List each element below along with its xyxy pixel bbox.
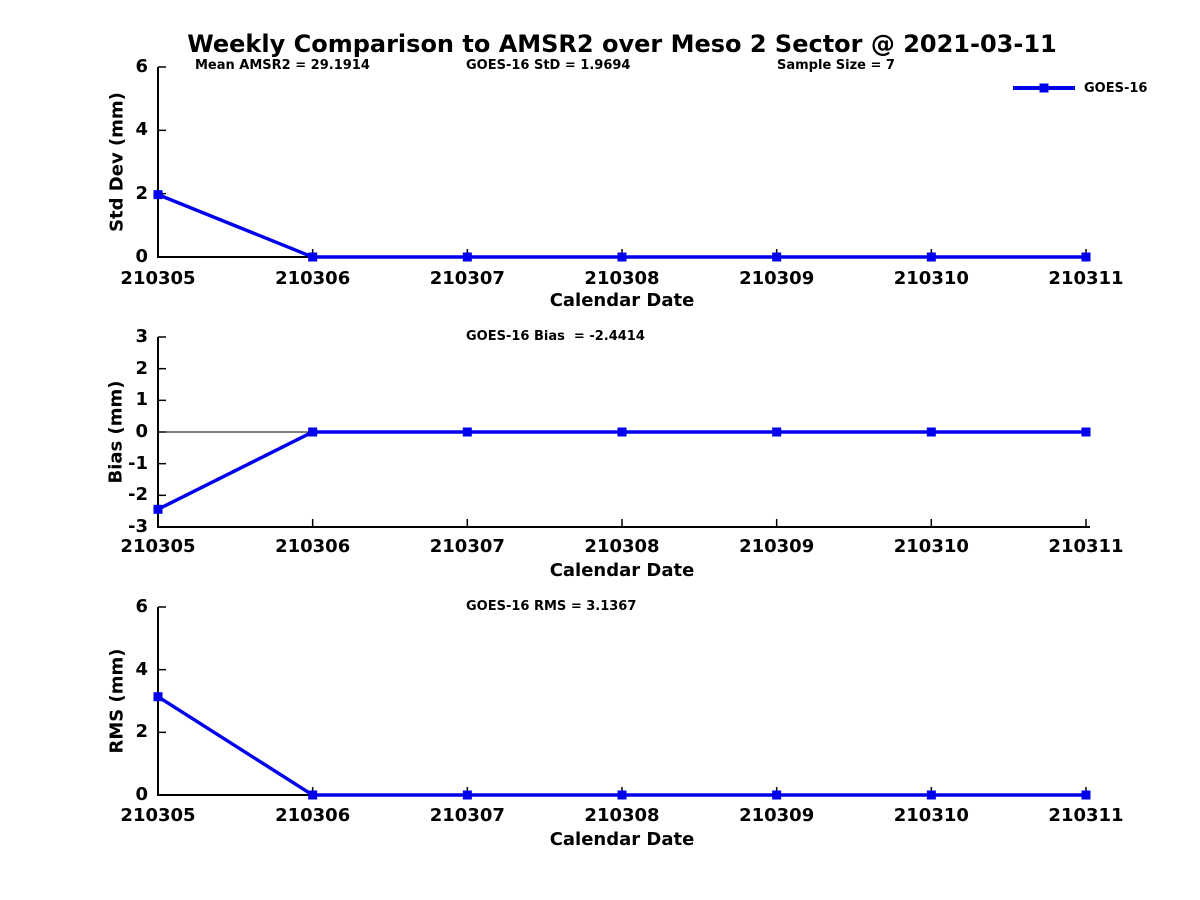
xlabel-calendar-date-panel2: Calendar Date [549,560,695,581]
x-tick-label: 210306 [275,268,351,289]
y-tick-label: 6 [135,596,148,617]
x-tick-label: 210309 [739,536,815,557]
data-point-marker [926,790,936,800]
data-point-marker [1081,252,1091,262]
xlabel-calendar-date-panel3: Calendar Date [549,829,695,850]
x-tick-label: 210307 [429,805,505,826]
y-tick-label: 0 [135,421,148,442]
stat-sample-size: Sample Size = 7 [777,58,895,73]
x-tick-label: 210311 [1048,268,1124,289]
data-point-marker [617,252,627,262]
data-point-marker [308,427,318,437]
data-point-marker [772,252,782,262]
series-line-std-dev [157,193,1086,259]
data-point-marker [308,252,318,262]
stat-goes16-std: GOES-16 StD = 1.9694 [466,58,631,73]
y-tick-label: 3 [135,326,148,347]
legend: GOES-16 [1013,79,1147,97]
x-tick-label: 210308 [584,536,660,557]
x-tick-label: 210305 [120,805,196,826]
series-line-bias [157,430,1086,511]
axis-border [157,607,1090,796]
data-point-marker [617,427,627,437]
stat-goes16-rms: GOES-16 RMS = 3.1367 [466,599,637,614]
ylabel-std-dev: Std Dev (mm) [106,92,128,232]
y-tick-label: 6 [135,56,148,77]
data-point-marker [1081,790,1091,800]
data-point-marker [462,427,472,437]
chart-title: Weekly Comparison to AMSR2 over Meso 2 S… [187,30,1057,58]
legend-label-goes16: GOES-16 [1084,80,1148,96]
y-tick-label: -1 [128,452,148,474]
x-tick-label: 210311 [1048,805,1124,826]
x-tick-label: 210310 [893,536,969,557]
data-point-marker [308,790,318,800]
data-point-marker [772,427,782,437]
x-tick-label: 210309 [739,268,815,289]
data-point-marker [926,427,936,437]
y-tick-label: 2 [135,182,148,204]
data-point-marker [462,252,472,262]
y-tick-label: 1 [135,389,148,411]
y-tick-label: 0 [135,784,148,805]
x-tick-label: 210308 [584,268,660,289]
legend-square-marker-icon [1039,83,1049,93]
x-tick-label: 210310 [893,268,969,289]
data-point-marker [153,190,163,200]
data-point-marker [926,252,936,262]
x-tick-label: 210306 [275,536,351,557]
x-tick-label: 210311 [1048,536,1124,557]
y-tick-label: 2 [135,357,148,379]
x-tick-label: 210307 [429,268,505,289]
y-tick-label: -3 [128,516,148,537]
legend-line-sample [1013,83,1075,93]
data-point-marker [153,504,163,514]
data-point-marker [153,692,163,702]
x-tick-label: 210308 [584,805,660,826]
x-tick-label: 210309 [739,805,815,826]
x-tick-label: 210306 [275,805,351,826]
data-point-marker [462,790,472,800]
stat-mean-amsr2: Mean AMSR2 = 29.1914 [195,58,370,73]
series-line-rms [157,695,1086,797]
x-tick-label: 210305 [120,536,196,557]
data-point-marker [617,790,627,800]
y-tick-label: -2 [128,484,148,506]
y-tick-label: 2 [135,721,148,743]
x-tick-label: 210305 [120,268,196,289]
y-tick-label: 0 [135,246,148,267]
xlabel-calendar-date-panel1: Calendar Date [549,290,695,311]
data-point-marker [1081,427,1091,437]
x-tick-label: 210310 [893,805,969,826]
y-tick-label: 4 [135,119,148,141]
x-tick-label: 210307 [429,536,505,557]
y-tick-label: 4 [135,658,148,680]
stat-goes16-bias: GOES-16 Bias = -2.4414 [466,329,645,344]
axis-border [157,67,1090,258]
data-point-marker [772,790,782,800]
